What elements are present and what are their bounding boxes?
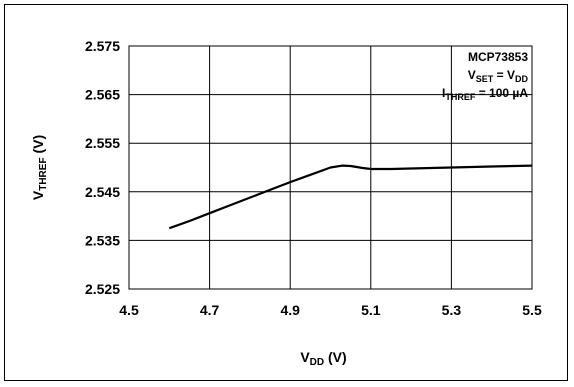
plot-area-border: [128, 45, 533, 290]
y-tick-label: 2.565: [85, 87, 120, 103]
y-axis-label: VTHREF (V): [30, 135, 49, 200]
x-tick-label: 4.5: [119, 302, 139, 318]
annotation-device: MCP73853: [468, 50, 528, 64]
x-tick-label: 4.7: [200, 302, 220, 318]
y-tick-label: 2.545: [85, 184, 120, 200]
y-tick-label: 2.525: [85, 281, 120, 297]
x-axis-label: VDD (V): [300, 349, 346, 368]
series-line: [168, 164, 533, 230]
y-tick-label: 2.555: [85, 135, 120, 151]
x-tick-label: 4.9: [280, 302, 300, 318]
annotation-ithref: ITHREF = 100 µA: [442, 86, 528, 102]
x-tick-label: 5.5: [522, 302, 542, 318]
y-tick-label: 2.575: [85, 38, 120, 54]
y-tick-label: 2.535: [85, 232, 120, 248]
x-tick-label: 5.1: [361, 302, 381, 318]
x-tick-label: 5.3: [442, 302, 462, 318]
chart-frame: 4.5 4.7 4.9 5.1 5.3 5.5 2.575 2.565 2.555 2.545 2.…: [4, 4, 568, 381]
line-chart: 4.5 4.7 4.9 5.1 5.3 5.5 2.575 2.565 2.555 2.545 2.…: [30, 38, 542, 368]
annotation-vset: VSET = VDD: [468, 68, 529, 84]
